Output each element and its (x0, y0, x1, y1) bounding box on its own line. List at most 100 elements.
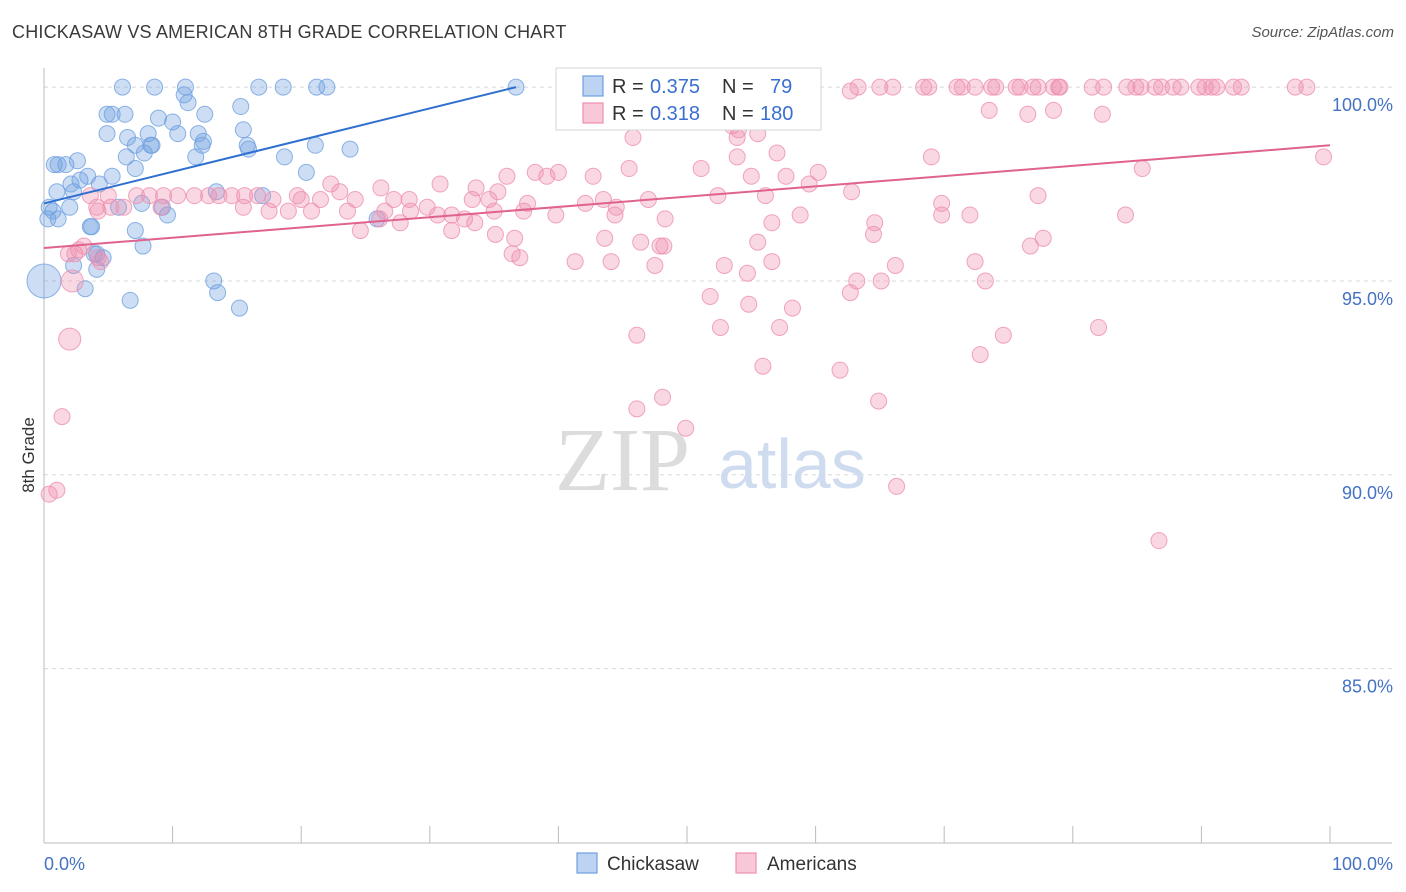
legend-bottom-americans-swatch (735, 852, 757, 874)
americans-point (1172, 78, 1190, 96)
americans-point (1011, 78, 1029, 96)
chickasaw-point (187, 148, 205, 166)
chickasaw-point (341, 140, 359, 158)
chickasaw-point (98, 125, 116, 143)
americans-point (1286, 78, 1304, 96)
americans-trend-line (43, 144, 1331, 249)
americans-point (841, 82, 859, 100)
chickasaw-point (275, 148, 293, 166)
americans-point (749, 233, 767, 251)
americans-point (971, 346, 989, 364)
americans-point (771, 318, 789, 336)
americans-point (809, 163, 827, 181)
americans-point (1045, 101, 1063, 119)
legend-chickasaw-r-label: R = (612, 76, 644, 98)
americans-point (1093, 105, 1111, 123)
chickasaw-point (45, 156, 63, 174)
americans-point (983, 78, 1001, 96)
stats-legend: R = 0.375 N = 79 R = 0.318 N = 180 (555, 67, 822, 131)
americans-point (966, 78, 984, 96)
americans-point (800, 175, 818, 193)
americans-point (1196, 78, 1214, 96)
americans-point (701, 287, 719, 305)
chickasaw-point (26, 263, 62, 299)
americans-point (60, 269, 84, 293)
americans-point (584, 167, 602, 185)
americans-point (728, 148, 746, 166)
americans-point (385, 191, 403, 209)
legend-chickasaw-n-label: N = (722, 76, 754, 98)
americans-point (279, 202, 297, 220)
americans-point (915, 78, 933, 96)
americans-point (152, 198, 170, 216)
chickasaw-point (135, 144, 153, 162)
americans-point (1029, 78, 1047, 96)
americans-point (711, 318, 729, 336)
americans-point (961, 206, 979, 224)
legend-americans-swatch (582, 102, 604, 124)
chickasaw-point (234, 121, 252, 139)
americans-point (884, 78, 902, 96)
chickasaw-point (169, 125, 187, 143)
americans-point (128, 187, 146, 205)
americans-point (948, 78, 966, 96)
americans-point (1315, 148, 1333, 166)
americans-point (596, 229, 614, 247)
y-tick-label: 85.0% (1342, 677, 1393, 697)
americans-point (620, 160, 638, 178)
chickasaw-point (196, 105, 214, 123)
americans-point (506, 229, 524, 247)
americans-point (311, 191, 329, 209)
americans-point (654, 388, 672, 406)
americans-point (1190, 78, 1208, 96)
americans-point (429, 206, 447, 224)
legend-chickasaw-r-value: 0.375 (650, 76, 700, 98)
chickasaw-point (103, 167, 121, 185)
americans-point (1127, 78, 1145, 96)
americans-point (728, 129, 746, 147)
americans-point (40, 485, 58, 503)
americans-point (655, 237, 673, 255)
watermark-zip: ZIP (555, 411, 690, 510)
chickasaw-point (306, 136, 324, 154)
americans-point (260, 202, 278, 220)
americans-point (872, 272, 890, 290)
chickasaw-point (146, 78, 164, 96)
americans-point (58, 327, 82, 351)
y-tick-label: 100.0% (1332, 95, 1393, 115)
americans-point (248, 187, 266, 205)
americans-point (1153, 78, 1171, 96)
chickasaw-point (57, 156, 75, 174)
americans-point (498, 167, 516, 185)
americans-point (841, 284, 859, 302)
americans-point (515, 202, 533, 220)
americans-point (920, 78, 938, 96)
americans-point (1083, 78, 1101, 96)
americans-point (886, 256, 904, 274)
americans-point (59, 245, 77, 263)
americans-point (763, 253, 781, 271)
americans-point (1019, 105, 1037, 123)
legend-chickasaw-n-value: 79 (770, 76, 792, 98)
americans-point (768, 144, 786, 162)
gridlines (44, 86, 1392, 670)
americans-point (740, 295, 758, 313)
chickasaw-point (49, 210, 67, 228)
americans-point (602, 253, 620, 271)
americans-point (511, 249, 529, 267)
americans-point (169, 187, 187, 205)
americans-point (200, 187, 218, 205)
americans-point (843, 183, 861, 201)
americans-point (976, 272, 994, 290)
americans-point (888, 477, 906, 495)
americans-point (754, 357, 772, 375)
chickasaw-point (126, 222, 144, 240)
americans-point (48, 481, 66, 499)
americans-point (53, 408, 71, 426)
y-tick-label: 90.0% (1342, 483, 1393, 503)
americans-point (234, 198, 252, 216)
chickasaw-point (121, 291, 139, 309)
americans-point (102, 198, 120, 216)
legend-bottom-chickasaw-swatch (576, 852, 598, 874)
trend-lines (43, 86, 1331, 249)
